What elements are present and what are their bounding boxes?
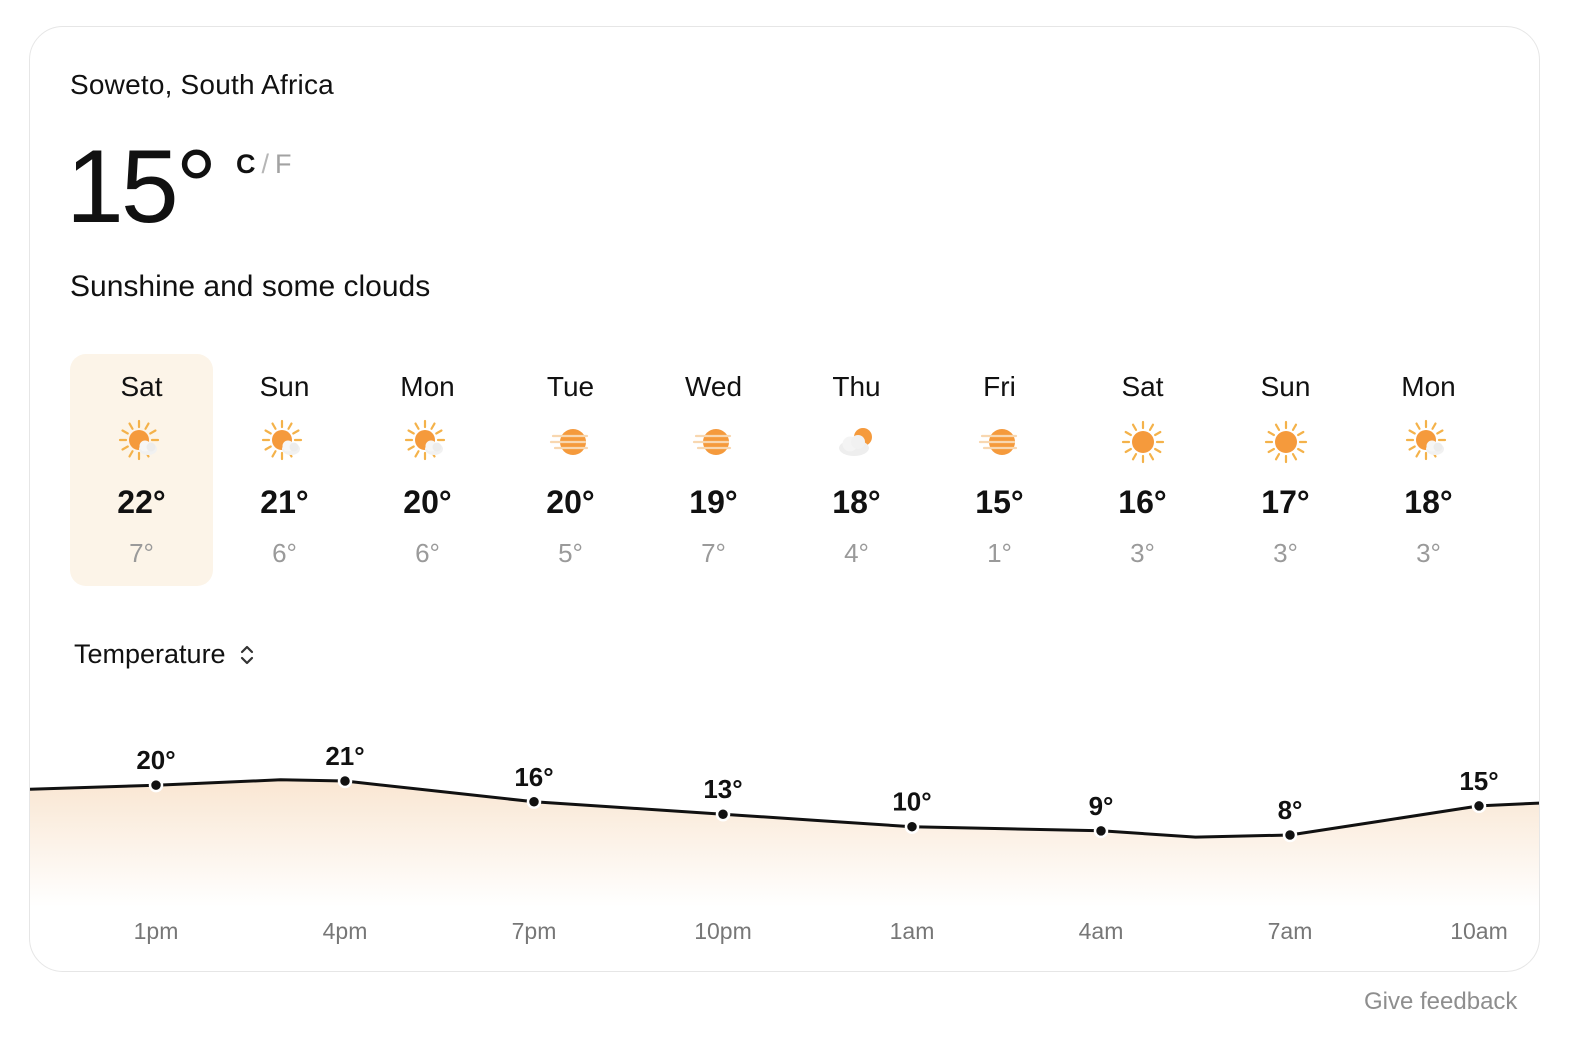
day-low-temp: 1° <box>987 538 1012 568</box>
sun-cloud-icon <box>261 418 309 466</box>
sun-cloud-icon <box>118 418 166 466</box>
data-label: 13° <box>703 774 742 804</box>
sun-cloud-icon <box>1405 418 1453 466</box>
x-tick-label: 10am <box>1450 918 1508 944</box>
unit-toggle: C / F <box>236 149 292 180</box>
data-point <box>148 777 164 793</box>
sun-icon <box>1119 418 1167 466</box>
day-low-temp: 7° <box>129 538 154 568</box>
data-label: 15° <box>1459 766 1498 796</box>
weather-card: Soweto, South Africa 15° C / F Sunshine an… <box>29 26 1540 972</box>
give-feedback-link[interactable]: Give feedback <box>1364 988 1518 1015</box>
x-tick-label: 1pm <box>134 918 179 944</box>
data-point <box>904 819 920 834</box>
data-label: 20° <box>136 745 175 775</box>
day-thu-5[interactable]: Thu 18° 4° <box>785 354 928 586</box>
day-sat-7[interactable]: Sat 16° 3° <box>1071 354 1214 586</box>
haze-sun-icon <box>976 418 1024 466</box>
day-name: Wed <box>684 371 743 402</box>
day-low-temp: 4° <box>844 538 869 568</box>
day-high-temp: 20° <box>546 484 595 520</box>
data-point <box>337 773 353 789</box>
location-name: Soweto, South Africa <box>70 69 334 100</box>
fahrenheit-toggle[interactable]: F <box>275 149 292 179</box>
x-tick-label: 10pm <box>694 918 752 944</box>
x-tick-label: 7am <box>1268 918 1313 944</box>
metric-selector[interactable]: Temperature <box>74 639 256 670</box>
x-tick-label: 7pm <box>512 918 557 944</box>
x-tick-label: 4pm <box>323 918 368 944</box>
data-point <box>715 806 731 822</box>
day-name: Tue <box>546 371 595 402</box>
day-high-temp: 22° <box>117 484 166 520</box>
chevron-up-down-icon <box>240 645 253 664</box>
data-point <box>526 794 542 810</box>
sun-icon <box>1262 418 1310 466</box>
daily-forecast: Sat 22° 7° Sun 21° 6° Mon 20° 6° Tue 20° 5° Wed 19° 7°… <box>70 354 1500 586</box>
day-name: Sat <box>120 371 163 402</box>
data-label: 10° <box>892 787 931 817</box>
day-wed-4[interactable]: Wed 19° 7° <box>642 354 785 586</box>
day-sun-1[interactable]: Sun 21° 6° <box>213 354 356 586</box>
day-fri-6[interactable]: Fri 15° 1° <box>928 354 1071 586</box>
day-high-temp: 16° <box>1118 484 1167 520</box>
day-low-temp: 7° <box>701 538 726 568</box>
data-point <box>1093 823 1109 839</box>
day-high-temp: 20° <box>403 484 452 520</box>
day-high-temp: 15° <box>975 484 1024 520</box>
day-name: Fri <box>983 371 1016 402</box>
day-name: Sun <box>1260 371 1311 402</box>
x-tick-label: 1am <box>890 918 935 944</box>
day-low-temp: 6° <box>272 538 297 568</box>
celsius-toggle[interactable]: C <box>236 149 256 179</box>
temperature-area <box>30 779 1539 907</box>
day-name: Sun <box>259 371 310 402</box>
haze-sun-icon <box>690 418 738 466</box>
day-name: Thu <box>832 371 881 402</box>
day-low-temp: 6° <box>415 538 440 568</box>
data-point <box>1282 827 1298 843</box>
day-mon-2[interactable]: Mon 20° 6° <box>356 354 499 586</box>
day-high-temp: 21° <box>260 484 309 520</box>
current-temperature: 15° <box>66 129 217 245</box>
sun-cloud-icon <box>404 418 452 466</box>
data-label: 21° <box>325 741 364 771</box>
day-name: Mon <box>1401 371 1456 402</box>
day-sat-0[interactable]: Sat 22° 7° <box>70 354 213 586</box>
day-name: Mon <box>400 371 455 402</box>
temperature-line <box>30 778 1539 839</box>
current-condition: Sunshine and some clouds <box>70 270 431 303</box>
metric-selector-label: Temperature <box>74 639 226 669</box>
cloud-sun-icon <box>833 418 881 466</box>
data-label: 8° <box>1278 795 1303 825</box>
day-high-temp: 19° <box>689 484 738 520</box>
day-high-temp: 18° <box>832 484 881 520</box>
day-low-temp: 3° <box>1130 538 1155 568</box>
day-low-temp: 3° <box>1416 538 1441 568</box>
unit-separator: / <box>261 149 270 179</box>
haze-sun-icon <box>547 418 595 466</box>
x-tick-label: 4am <box>1079 918 1124 944</box>
data-label: 9° <box>1089 791 1114 821</box>
day-sun-8[interactable]: Sun 17° 3° <box>1214 354 1357 586</box>
day-name: Sat <box>1121 371 1164 402</box>
day-tue-3[interactable]: Tue 20° 5° <box>499 354 642 586</box>
day-low-temp: 3° <box>1273 538 1298 568</box>
day-low-temp: 5° <box>558 538 583 568</box>
day-high-temp: 18° <box>1404 484 1453 520</box>
hourly-temperature-chart: 20° 1pm 21° 4pm 16° 7pm 13° 10pm 10° 1am 9° 4am 8° 7a… <box>30 741 1539 944</box>
day-mon-9[interactable]: Mon 18° 3° <box>1357 354 1500 586</box>
day-high-temp: 17° <box>1261 484 1310 520</box>
data-point <box>1471 798 1487 814</box>
data-label: 16° <box>514 762 553 792</box>
